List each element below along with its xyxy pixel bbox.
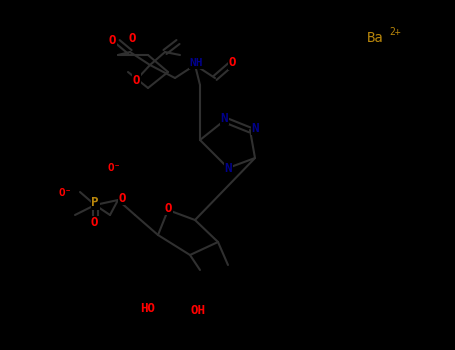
Text: NH: NH	[189, 58, 203, 68]
Text: N: N	[224, 161, 232, 175]
Text: 2+: 2+	[389, 27, 401, 37]
Text: N: N	[251, 121, 259, 134]
Text: O: O	[90, 217, 98, 230]
Text: O: O	[128, 32, 136, 44]
Text: O: O	[164, 202, 172, 215]
Text: P: P	[91, 196, 99, 210]
Text: O⁻: O⁻	[107, 163, 121, 173]
Text: O: O	[108, 34, 116, 47]
Text: OH: OH	[191, 303, 206, 316]
Text: N: N	[251, 121, 259, 134]
Text: Ba: Ba	[367, 31, 384, 45]
Text: NH: NH	[189, 58, 203, 68]
Text: N: N	[220, 112, 228, 125]
Text: O⁻: O⁻	[58, 188, 72, 198]
Text: O: O	[164, 202, 172, 215]
Text: HO: HO	[141, 301, 156, 315]
Text: 2+: 2+	[389, 27, 401, 37]
Text: O: O	[128, 32, 136, 44]
Text: HO: HO	[141, 301, 156, 315]
Text: O⁻: O⁻	[58, 188, 72, 198]
Text: N: N	[224, 161, 232, 175]
Text: O: O	[132, 74, 140, 86]
Text: O: O	[108, 34, 116, 47]
Text: O: O	[118, 191, 126, 204]
Text: O: O	[228, 56, 236, 70]
Text: O: O	[228, 56, 236, 70]
Text: O: O	[118, 191, 126, 204]
Text: O⁻: O⁻	[107, 163, 121, 173]
Text: N: N	[220, 112, 228, 125]
Text: O: O	[132, 74, 140, 86]
Text: OH: OH	[191, 303, 206, 316]
Text: Ba: Ba	[367, 31, 384, 45]
Text: O: O	[90, 217, 98, 230]
Text: P: P	[91, 196, 99, 210]
